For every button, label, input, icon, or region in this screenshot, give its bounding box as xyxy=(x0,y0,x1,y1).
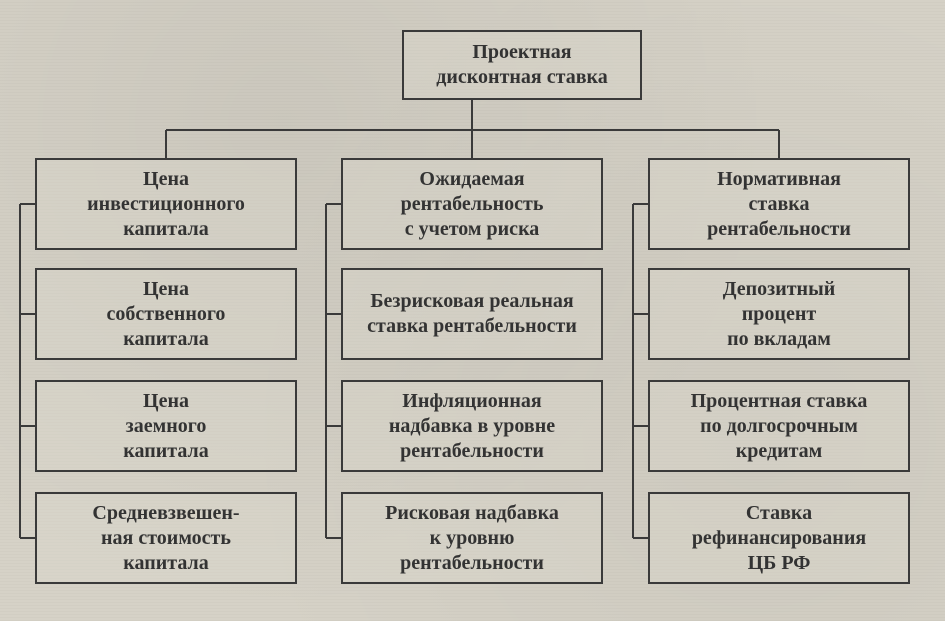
node-b-4-label: Рисковая надбавка к уровню рентабельност… xyxy=(385,501,559,576)
node-c-1-label: Нормативная ставка рентабельности xyxy=(707,167,851,242)
node-b-4: Рисковая надбавка к уровню рентабельност… xyxy=(341,492,603,584)
edge-spurs xyxy=(20,204,648,538)
node-c-2-label: Депозитный процент по вкладам xyxy=(723,277,835,352)
node-a-2-label: Цена собственного капитала xyxy=(107,277,226,352)
node-a-4: Средневзвешен- ная стоимость капитала xyxy=(35,492,297,584)
node-c-3: Процентная ставка по долгосрочным кредит… xyxy=(648,380,910,472)
node-b-1-label: Ожидаемая рентабельность с учетом риска xyxy=(401,167,544,242)
node-a-1: Цена инвестиционного капитала xyxy=(35,158,297,250)
node-c-3-label: Процентная ставка по долгосрочным кредит… xyxy=(691,389,868,464)
node-c-1: Нормативная ставка рентабельности xyxy=(648,158,910,250)
node-a-4-label: Средневзвешен- ная стоимость капитала xyxy=(92,501,239,576)
node-a-1-label: Цена инвестиционного капитала xyxy=(87,167,245,242)
node-b-2: Безрисковая реальная ставка рентабельнос… xyxy=(341,268,603,360)
node-c-2: Депозитный процент по вкладам xyxy=(648,268,910,360)
node-b-2-label: Безрисковая реальная ставка рентабельнос… xyxy=(367,289,577,339)
node-a-2: Цена собственного капитала xyxy=(35,268,297,360)
node-root: Проектная дисконтная ставка xyxy=(402,30,642,100)
node-a-3-label: Цена заемного капитала xyxy=(123,389,208,464)
node-root-label: Проектная дисконтная ставка xyxy=(436,40,607,90)
node-b-1: Ожидаемая рентабельность с учетом риска xyxy=(341,158,603,250)
node-b-3-label: Инфляционная надбавка в уровне рентабель… xyxy=(389,389,555,464)
node-a-3: Цена заемного капитала xyxy=(35,380,297,472)
node-b-3: Инфляционная надбавка в уровне рентабель… xyxy=(341,380,603,472)
node-c-4: Ставка рефинансирования ЦБ РФ xyxy=(648,492,910,584)
node-c-4-label: Ставка рефинансирования ЦБ РФ xyxy=(692,501,866,576)
